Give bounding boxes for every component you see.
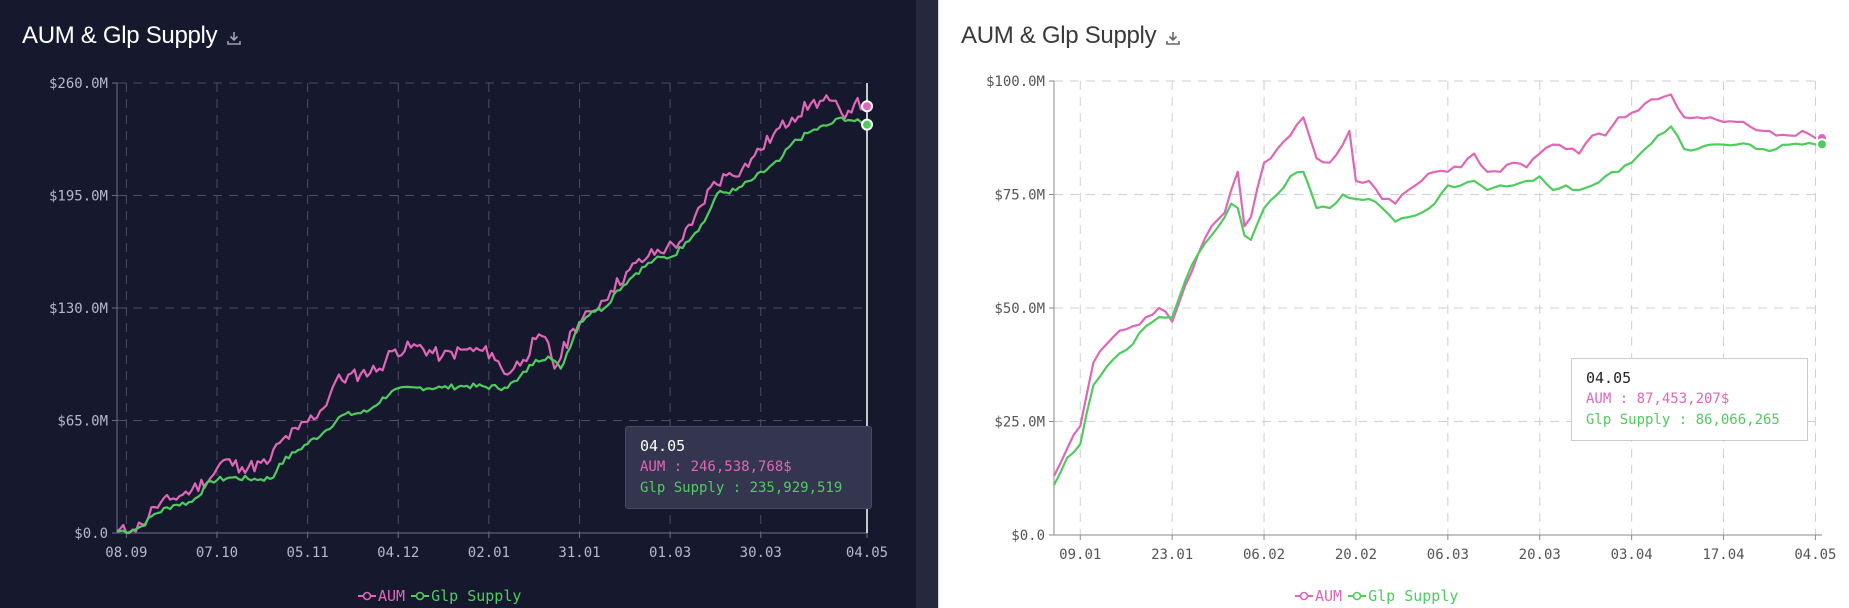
x-tick-label: 07.10 [196, 545, 238, 561]
y-tick-label: $0.0 [74, 526, 108, 542]
active-dot-aum [861, 100, 873, 113]
legend-item-aum[interactable]: AUM [1295, 587, 1342, 605]
x-tick-label: 04.12 [377, 545, 419, 561]
x-tick-label: 31.01 [558, 545, 600, 561]
series-line-aum [116, 94, 868, 535]
x-tick-label: 03.04 [1611, 547, 1653, 563]
y-tick-label: $130.0M [49, 301, 108, 317]
aum-glp-panel-light: AUM & Glp Supply $0.0 $25.0M $50.0M $75.0M $… [938, 0, 1849, 608]
series-line-aum [1053, 93, 1822, 477]
x-tick-label: 08.09 [105, 545, 147, 561]
legend-item-aum[interactable]: AUM [358, 587, 405, 605]
aum-glp-panel-dark: AUM & Glp Supply $0.0 $65.0M $130.0M $195.0… [0, 0, 916, 608]
y-tick-label: $100.0M [986, 74, 1045, 90]
tooltip-date: 04.05 [1586, 369, 1632, 387]
legend-label-aum: AUM [1315, 587, 1343, 605]
tooltip-aum: AUM : 246,538,768$ [640, 459, 792, 475]
line-chart[interactable]: $0.0 $65.0M $130.0M $195.0M $260.0M 08.09 07.1… [0, 0, 916, 608]
chart-title: AUM & Glp Supply [22, 22, 218, 49]
y-tick-label: $195.0M [49, 189, 108, 205]
legend-label-glp: Glp Supply [1368, 587, 1459, 605]
active-dot-glp [861, 118, 873, 131]
legend-aum-icon [1295, 591, 1313, 601]
tooltip-date: 04.05 [640, 437, 686, 455]
x-tick-label: 20.02 [1335, 547, 1377, 563]
legend-glp-icon [1348, 591, 1367, 601]
x-tick-label: 06.03 [1427, 547, 1469, 563]
series-line-glp [116, 116, 868, 534]
chart-title: AUM & Glp Supply [961, 22, 1157, 49]
x-tick-label: 05.11 [287, 545, 329, 561]
x-tick-label: 09.01 [1059, 547, 1101, 563]
panel-header: AUM & Glp Supply [961, 22, 1181, 50]
x-tick-label: 02.01 [468, 545, 510, 561]
chart-legend: AUM Glp Supply [358, 587, 527, 605]
panel-header: AUM & Glp Supply [22, 22, 242, 50]
tooltip-glp: Glp Supply : 86,066,265 [1586, 412, 1780, 428]
x-tick-label: 04.05 [1794, 547, 1836, 563]
download-icon[interactable] [1165, 30, 1181, 46]
legend-item-glp[interactable]: Glp Supply [411, 587, 521, 605]
legend-label-glp: Glp Supply [431, 587, 522, 605]
x-tick-label: 06.02 [1243, 547, 1285, 563]
chart-legend: AUM Glp Supply [1295, 587, 1464, 605]
y-tick-label: $25.0M [994, 415, 1045, 431]
chart-tooltip: 04.05 AUM : 87,453,207$ Glp Supply : 86,… [1571, 358, 1808, 441]
series-line-glp [1053, 125, 1822, 486]
x-tick-label: 01.03 [649, 545, 691, 561]
legend-item-glp[interactable]: Glp Supply [1348, 587, 1458, 605]
chart-tooltip: 04.05 AUM : 246,538,768$ Glp Supply : 23… [625, 426, 872, 509]
panel-divider [916, 0, 938, 608]
x-tick-label: 17.04 [1702, 547, 1744, 563]
y-tick-label: $65.0M [57, 414, 108, 430]
y-tick-label: $260.0M [49, 76, 108, 92]
tooltip-aum: AUM : 87,453,207$ [1586, 391, 1730, 407]
x-tick-label: 20.03 [1519, 547, 1561, 563]
x-tick-label: 30.03 [740, 545, 782, 561]
legend-label-aum: AUM [378, 587, 406, 605]
active-dot-glp [1816, 138, 1828, 151]
tooltip-glp: Glp Supply : 235,929,519 [640, 480, 843, 496]
line-chart[interactable]: $0.0 $25.0M $50.0M $75.0M $100.0M 09.01 23.01 0… [939, 0, 1849, 608]
x-tick-label: 04.05 [846, 545, 888, 561]
legend-glp-icon [411, 591, 430, 601]
y-tick-label: $0.0 [1011, 528, 1045, 544]
x-tick-label: 23.01 [1151, 547, 1193, 563]
download-icon[interactable] [226, 30, 242, 46]
y-tick-label: $75.0M [994, 188, 1045, 204]
legend-aum-icon [358, 591, 376, 601]
y-tick-label: $50.0M [994, 301, 1045, 317]
